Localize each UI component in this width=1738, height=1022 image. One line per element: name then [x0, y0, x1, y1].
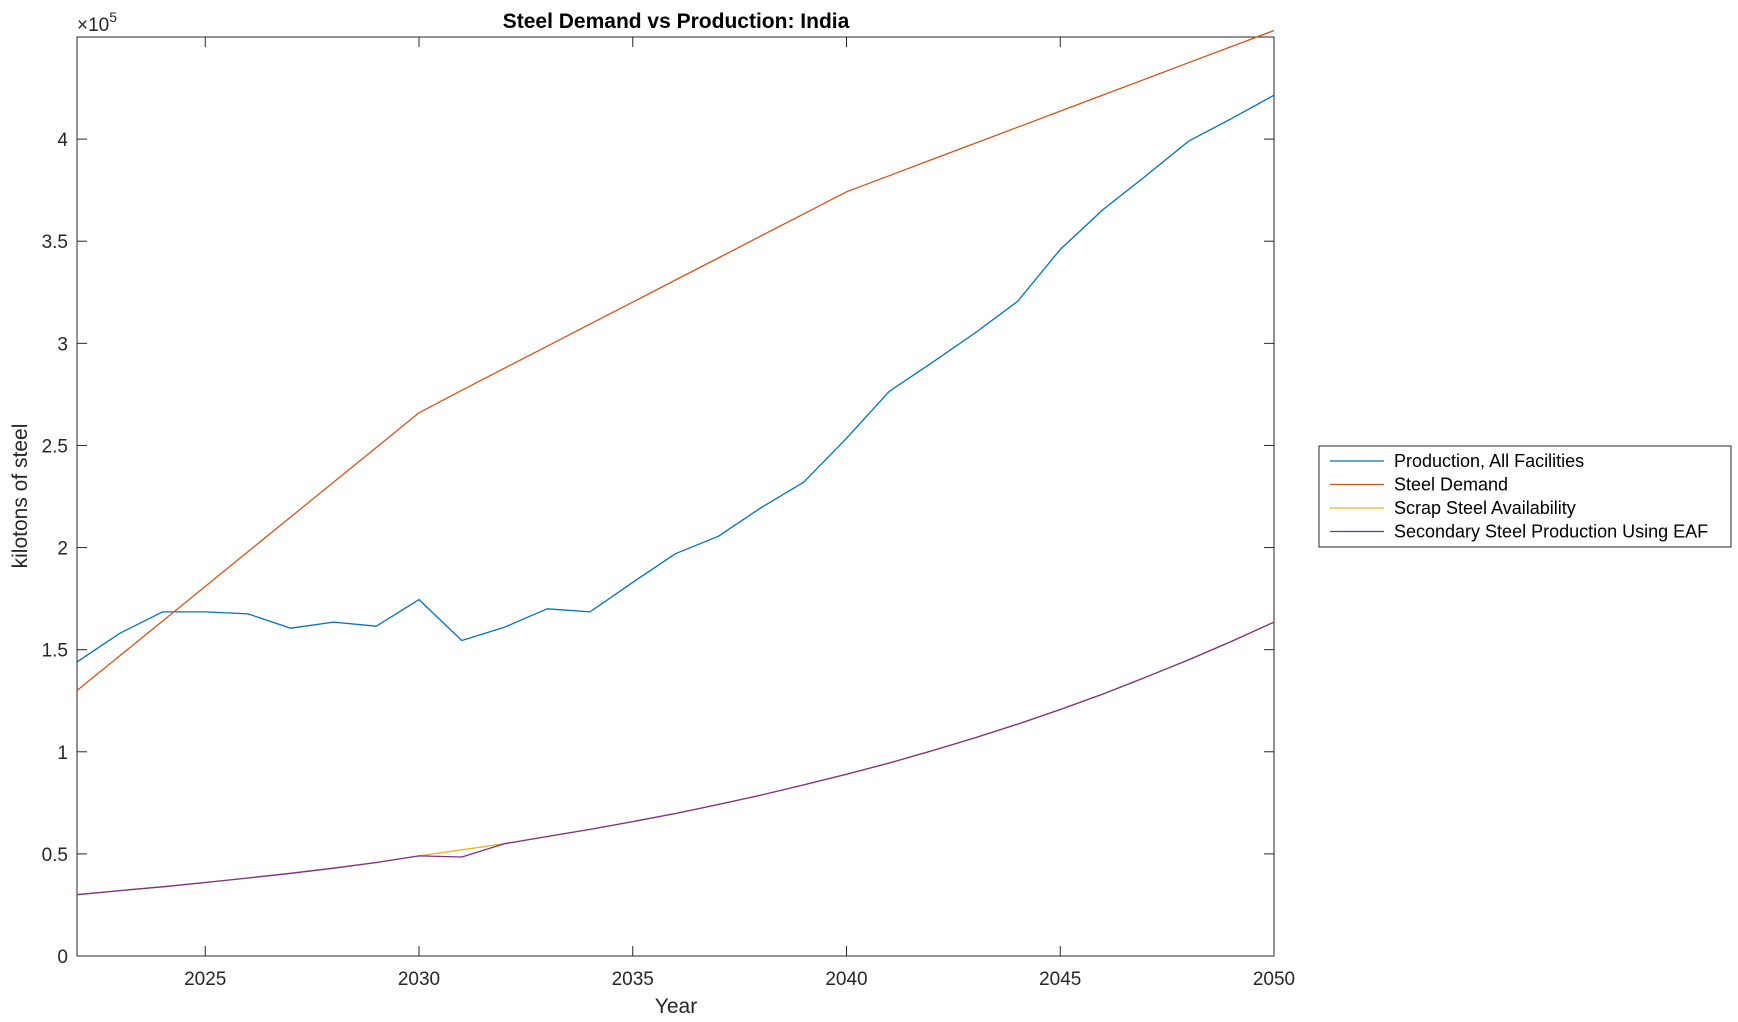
y-tick-label: 2.5	[42, 436, 68, 457]
y-axis-exponent-base: ×10	[77, 15, 109, 36]
legend-entry-label: Steel Demand	[1394, 475, 1508, 495]
y-axis-label: kilotons of steel	[9, 424, 32, 569]
legend-box	[1318, 445, 1732, 548]
y-tick-label: 0.5	[42, 845, 68, 866]
x-tick-label: 2035	[612, 969, 654, 990]
y-axis-exponent-power: 5	[109, 9, 117, 25]
y-tick-label: 3.5	[42, 232, 68, 253]
series-line-production-all-facilities	[76, 94, 1275, 663]
y-tick-label: 1.5	[42, 641, 68, 662]
y-tick-label: 3	[57, 334, 68, 355]
y-axis-exponent: ×105	[77, 9, 117, 36]
legend: Production, All Facilities Steel Demand Sc…	[1318, 445, 1732, 548]
y-tick-label: 2	[57, 539, 68, 560]
y-tick-label: 0	[57, 947, 68, 968]
x-tick-label: 2040	[825, 969, 867, 990]
legend-entry-label: Scrap Steel Availability	[1394, 498, 1576, 518]
series-lines	[76, 29, 1275, 896]
y-tick-label: 1	[57, 743, 68, 764]
legend-entry-label: Production, All Facilities	[1394, 451, 1584, 471]
series-line-steel-demand	[76, 29, 1275, 692]
x-tick-label: 2030	[398, 969, 440, 990]
x-tick-label: 2045	[1039, 969, 1081, 990]
y-tick-label: 4	[57, 130, 68, 151]
chart-title: Steel Demand vs Production: India	[503, 10, 850, 33]
axis-ticks: 2025 2030 2035 2040 2045 2050 0 0.5 1 1.5 2 2.5 3 3.5…	[42, 37, 1295, 990]
x-tick-label: 2050	[1253, 969, 1295, 990]
x-axis-label: Year	[655, 995, 697, 1018]
series-line-secondary-steel-production-using-eaf	[76, 621, 1275, 896]
legend-entry-label: Secondary Steel Production Using EAF	[1394, 522, 1708, 542]
plot-area	[76, 36, 1275, 957]
x-tick-label: 2025	[184, 969, 226, 990]
